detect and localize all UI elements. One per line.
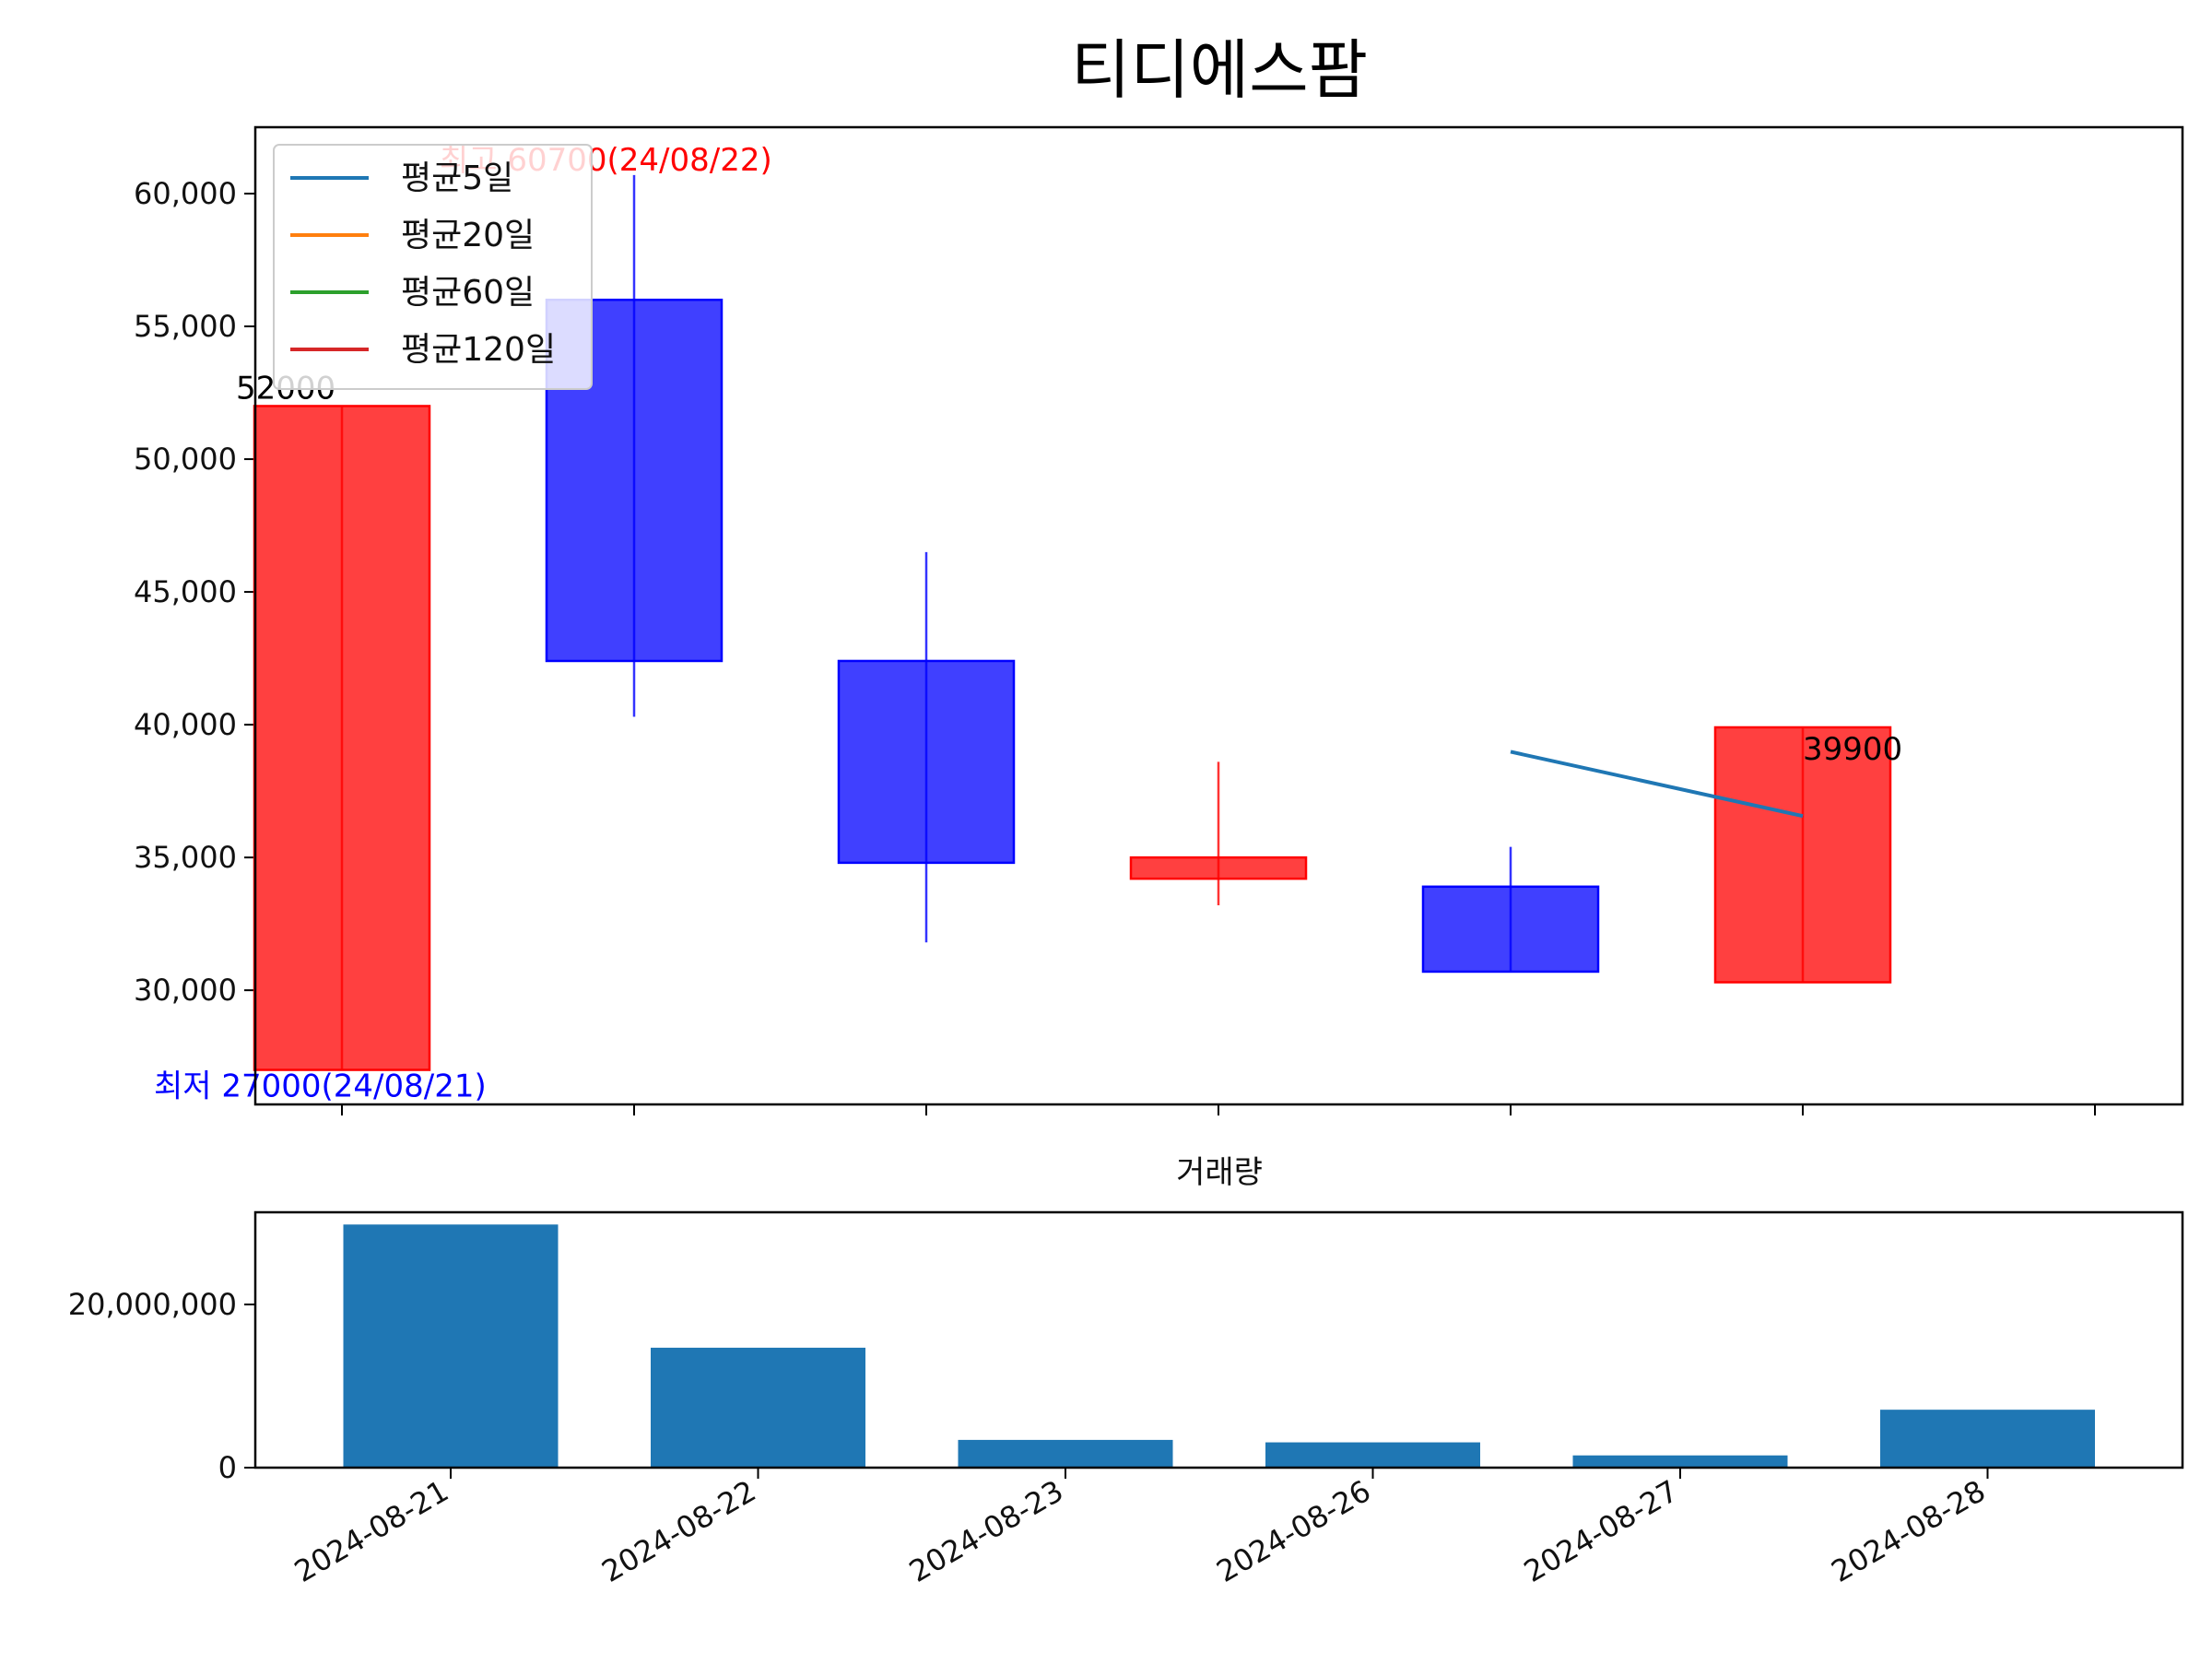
price-ytick-label: 45,000: [134, 574, 237, 609]
volume-plot-bg: [255, 1212, 2183, 1468]
volume-xtick-label: 2024-08-23: [903, 1473, 1069, 1589]
legend-label: 평균60일: [401, 274, 535, 312]
price-ytick-label: 60,000: [134, 176, 237, 211]
volume-plot-frame: [253, 1210, 2184, 1469]
volume-bar: [1265, 1442, 1480, 1468]
legend-label: 평균120일: [401, 331, 556, 369]
price-ytick-label: 30,000: [134, 973, 237, 1008]
candle: [253, 405, 431, 1071]
legend-label: 평균5일: [401, 159, 513, 197]
price-ytick-label: 50,000: [134, 442, 237, 477]
candle: [1713, 726, 1892, 984]
volume-ytick-label: 0: [218, 1450, 237, 1485]
volume-bar: [1572, 1455, 1788, 1468]
legend-label: 평균20일: [401, 217, 535, 254]
chart-title: 티디에스팜: [1071, 32, 1368, 108]
volume-xtick-label: 2024-08-26: [1210, 1473, 1376, 1589]
price-ytick-label: 40,000: [134, 707, 237, 742]
volume-xtick-label: 2024-08-22: [595, 1473, 761, 1589]
legend-box: [273, 144, 593, 390]
candle: [1129, 761, 1308, 905]
candle: [837, 551, 1016, 943]
price-plot: 30,000 35,000 40,000 45,000 50,000 55,000 60,0…: [134, 125, 2184, 1115]
volume-bar: [343, 1224, 559, 1468]
candle: [1421, 846, 1600, 974]
price-ytick-label: 35,000: [134, 840, 237, 875]
annotation: 39900: [1803, 731, 1902, 768]
volume-ytick-label: 20,000,000: [68, 1287, 237, 1322]
volume-bar: [958, 1439, 1173, 1468]
volume-title: 거래량: [1176, 1154, 1263, 1191]
volume-plot: 0 20,000,000 2024-08-21 2024-08-22 2024-08-2…: [68, 1210, 2184, 1589]
volume-xtick-label: 2024-08-21: [288, 1473, 454, 1589]
volume-xtick-label: 2024-08-27: [1518, 1473, 1684, 1589]
price-plot-frame: [253, 125, 2184, 1106]
volume-bar: [1880, 1410, 2095, 1468]
price-ytick-label: 55,000: [134, 309, 237, 344]
volume-xtick-label: 2024-08-28: [1825, 1473, 1991, 1589]
ma-line-0: [1510, 749, 1804, 819]
volume-bar: [651, 1347, 865, 1468]
annotation: 최저 27000(24/08/21): [154, 1068, 487, 1105]
